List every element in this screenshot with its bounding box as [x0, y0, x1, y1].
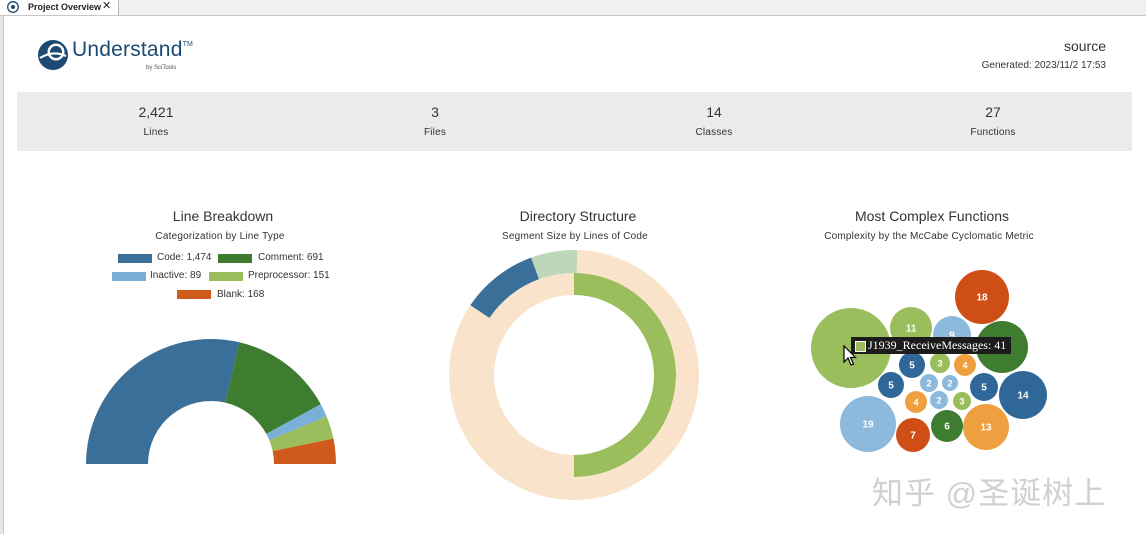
directory-structure-subtitle: Segment Size by Lines of Code — [502, 231, 648, 242]
legend-swatch-blank — [177, 290, 211, 299]
close-icon[interactable]: ✕ — [102, 0, 112, 12]
most-complex-subtitle: Complexity by the McCabe Cyclomatic Metr… — [824, 231, 1034, 242]
legend-swatch-comment — [218, 254, 252, 263]
segment-ring0-0[interactable] — [574, 273, 676, 477]
understand-logo: UnderstandTM by SciTools — [36, 38, 206, 78]
line-breakdown-chart — [86, 338, 336, 464]
bubble-label-8: 6 — [944, 422, 950, 433]
bubble-label-12: 4 — [962, 361, 967, 371]
slice-blank[interactable] — [272, 438, 336, 464]
bubble-label-3: 14 — [1017, 391, 1029, 402]
logo-sub: by SciTools — [146, 65, 177, 71]
legend-label-comment: Comment: 691 — [258, 252, 324, 263]
bubble-label-14: 3 — [937, 359, 942, 369]
stat-value: 2,421 — [138, 104, 174, 120]
bubble-label-5: 11 — [906, 324, 917, 335]
mouse-cursor-icon — [843, 345, 857, 366]
bubble-18[interactable] — [930, 391, 948, 409]
stat-label: Functions — [970, 127, 1016, 138]
bubble-8[interactable] — [931, 410, 963, 442]
segment-ring1-0[interactable] — [470, 257, 540, 319]
stat-label: Classes — [695, 127, 733, 138]
bubble-label-2: 19 — [862, 420, 874, 431]
bubble-label-11: 5 — [981, 383, 987, 394]
slice-preprocessor[interactable] — [269, 416, 334, 452]
bubble-15[interactable] — [953, 392, 971, 410]
segment-ring1-1[interactable] — [531, 250, 578, 280]
legend-label-preprocessor: Preprocessor: 151 — [248, 270, 330, 281]
bubble-14[interactable] — [930, 353, 950, 373]
bubble-label-7: 7 — [910, 431, 916, 442]
most-complex-title: Most Complex Functions — [854, 208, 1010, 224]
understand-icon — [7, 1, 19, 13]
legend-label-inactive: Inactive: 89 — [150, 270, 202, 281]
generated-timestamp: Generated: 2023/11/2 17:53 — [981, 60, 1106, 71]
tab-bar: Project Overview ✕ — [0, 0, 1146, 16]
bubble-11[interactable] — [970, 373, 998, 401]
bubble-label-13: 4 — [913, 398, 918, 408]
stat-value: 3 — [431, 104, 439, 120]
stat-value: 27 — [985, 104, 1001, 120]
bubble-9[interactable] — [899, 352, 925, 378]
bubble-label-15: 3 — [959, 397, 964, 407]
legend-swatch-code — [118, 254, 152, 263]
legend-label-blank: Blank: 168 — [217, 289, 265, 300]
slice-inactive[interactable] — [266, 404, 327, 441]
bubble-label-18: 2 — [936, 396, 941, 406]
bubble-17[interactable] — [942, 375, 958, 391]
tooltip-swatch — [855, 341, 866, 352]
bubble-12[interactable] — [954, 354, 976, 376]
slice-code[interactable] — [86, 338, 240, 464]
bubble-3[interactable] — [999, 371, 1047, 419]
bubble-label-10: 5 — [888, 381, 894, 392]
legend-swatch-preprocessor — [209, 272, 243, 281]
bubble-1[interactable] — [955, 270, 1009, 324]
bubble-label-4: 13 — [980, 423, 992, 434]
line-breakdown-subtitle: Categorization by Line Type — [155, 231, 285, 242]
bubble-16[interactable] — [920, 374, 938, 392]
bubble-4[interactable] — [963, 404, 1009, 450]
stats-band: 2,421 Lines 3 Files 14 Classes 27 Functi… — [17, 92, 1132, 151]
understand-logo-icon — [38, 40, 68, 70]
bubble-label-6: 9 — [949, 331, 955, 342]
left-scrollbar[interactable] — [0, 16, 4, 534]
bubble-label-16: 2 — [926, 379, 931, 389]
bubble-10[interactable] — [878, 372, 904, 398]
stat-value: 14 — [706, 104, 722, 120]
slice-comment[interactable] — [225, 342, 321, 434]
legend-swatch-inactive — [112, 272, 146, 281]
stat-label: Files — [423, 127, 447, 138]
line-breakdown-title: Line Breakdown — [172, 208, 274, 224]
bubble-2[interactable] — [840, 396, 896, 452]
stat-label: Lines — [143, 127, 169, 138]
bubble-7[interactable] — [896, 418, 930, 452]
tab-project-overview[interactable]: Project Overview ✕ — [0, 0, 119, 15]
tab-title: Project Overview — [28, 2, 102, 12]
logo-name: UnderstandTM — [72, 38, 194, 61]
project-source: source — [1063, 38, 1106, 54]
legend-label-code: Code: 1,474 — [157, 252, 212, 263]
bubble-label-1: 18 — [976, 293, 988, 304]
segment-ring0-1[interactable] — [472, 273, 574, 477]
function-tooltip: J1939_ReceiveMessages: 41 — [851, 337, 1012, 354]
bubble-label-9: 5 — [909, 361, 915, 372]
directory-structure-chart — [449, 250, 699, 500]
bubble-13[interactable] — [905, 391, 927, 413]
bubble-label-17: 2 — [947, 379, 952, 389]
watermark: 知乎 @圣诞树上 — [872, 476, 1107, 511]
tooltip-text: J1939_ReceiveMessages: 41 — [868, 338, 1007, 352]
directory-structure-title: Directory Structure — [519, 208, 637, 224]
